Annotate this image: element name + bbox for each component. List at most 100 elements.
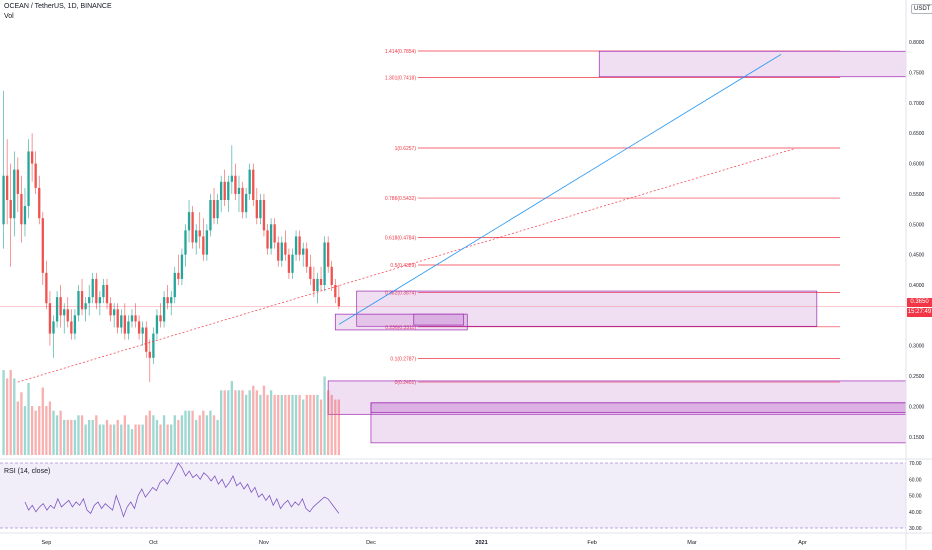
trend-drawings[interactable] [0,53,906,383]
candle-body [55,297,59,322]
rsi-label[interactable]: RSI (14, close) [4,468,51,475]
price-tick-label: 0.7000 [909,101,925,107]
candle-body [177,272,180,279]
candle-body [166,297,169,304]
candle-body [127,321,130,334]
volume-bar [137,424,141,455]
zone-box[interactable] [598,50,907,78]
volume-bar [241,390,244,455]
volume-bar [291,394,294,455]
volume-bar [130,429,134,455]
candle-body [116,309,119,328]
candle-body [73,315,77,334]
zone-box[interactable] [370,402,907,413]
candle-body [244,193,248,213]
currency-badge[interactable]: USDT [911,4,932,14]
candle-body [277,242,280,261]
candle-body [134,315,137,322]
zone-box[interactable] [413,313,465,326]
dotted-trendline[interactable] [17,148,796,383]
candle-body [227,181,230,200]
volume-bar [159,424,162,455]
volume-bar [234,390,237,455]
candle-body [155,315,159,334]
zone-box[interactable] [334,313,468,331]
candle-body [5,175,9,200]
fib-level-label: 0.786(0.5432) [385,196,416,202]
candle-body [241,187,244,213]
candle-body [162,297,166,322]
candle-body [273,224,276,243]
countdown-tag: 15:27:49 [907,308,932,317]
volume-bar [237,390,241,455]
rsi-tick-label: 40.00 [909,510,922,516]
rsi-tick-label: 50.00 [909,494,922,500]
volume-bar [302,399,305,455]
fib-level-label: 1(0.6257) [395,146,417,152]
volume-bar [166,424,169,455]
volume-bar [80,415,84,455]
symbol-title[interactable]: OCEAN / TetherUS, 1D, BINANCE [4,3,112,10]
candle-body [145,327,148,352]
candle-body [291,254,294,273]
candle-body [323,242,326,285]
candle-body [66,309,69,322]
fibonacci-retracement[interactable]: 1.414(0.7854) 1.301(0.7418) 1(0.6257) 0.786… [385,49,840,386]
volume-bar [88,419,91,455]
volume-label[interactable]: Vol [4,13,14,20]
candle-body [123,315,127,334]
rsi-band [0,463,906,528]
candle-body [141,327,144,334]
projection-line[interactable] [338,53,782,325]
candle-body [259,200,262,219]
volume-bar [2,370,5,455]
volume-bar [326,390,330,455]
volume-bar [141,424,144,455]
candle-body [112,309,116,316]
price-tick-label: 0.6500 [909,131,925,137]
volume-bar [177,419,180,455]
volume-bar [337,399,341,455]
time-tick-label: Oct [149,540,158,546]
volume-bar [134,424,137,455]
volume-bar [280,394,283,455]
volume-bar [252,385,255,455]
volume-bar [323,376,326,455]
zone-box[interactable] [356,290,818,327]
time-tick-label: Nov [259,540,269,546]
candle-body [9,200,12,219]
fib-level-label: 0.236(0.3311) [385,325,416,331]
fib-level-label: 0.1(0.2787) [390,357,416,363]
fib-level-label: 1.414(0.7854) [385,49,416,55]
volume-bar [227,390,230,455]
volume-bar [91,419,94,455]
volume-bars [2,370,341,455]
volume-bar [216,419,219,455]
volume-bar [162,415,166,455]
volume-bar [309,394,312,455]
zone-box[interactable] [370,402,907,444]
volume-bar [319,399,323,455]
volume-bar [109,424,112,455]
candle-body [2,175,5,225]
volume-bar [148,410,151,455]
volume-bar [198,415,201,455]
candle-body [287,254,291,273]
candle-body [13,169,16,219]
volume-bar [152,415,155,455]
rsi-pane[interactable] [0,462,906,529]
volume-bar [259,394,262,455]
candle-body [148,351,151,358]
volume-bar [294,394,298,455]
volume-bar [66,419,69,455]
volume-bar [105,419,109,455]
drawn-zones[interactable] [327,50,907,444]
candle-body [209,200,212,231]
volume-bar [155,419,159,455]
candle-body [337,297,341,307]
time-tick-label: Dec [366,540,376,546]
volume-bar [23,406,27,455]
rsi-tick-label: 70.00 [909,461,922,467]
candle-body [269,224,273,249]
